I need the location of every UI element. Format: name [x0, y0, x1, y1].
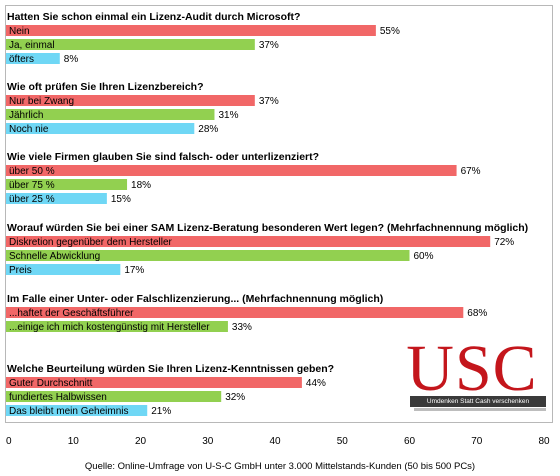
question-title: Wie viele Firmen glauben Sie sind falsch…: [7, 151, 319, 163]
logo-shadow: [414, 408, 546, 411]
value-label: 72%: [494, 237, 514, 248]
bar-label: über 25 %: [9, 194, 55, 205]
logo-tagline: Umdenken Statt Cash verschenken: [426, 398, 530, 405]
value-label: 44%: [306, 378, 326, 389]
bar-label: Nur bei Zwang: [9, 96, 74, 107]
bar-label: über 50 %: [9, 166, 55, 177]
value-label: 60%: [414, 251, 434, 262]
bar-label: Ja, einmal: [9, 40, 55, 51]
question-title: Im Falle einer Unter- oder Falschlizenzi…: [7, 293, 383, 305]
x-tick-label: 60: [404, 436, 416, 447]
value-label: 32%: [225, 392, 245, 403]
x-tick-label: 30: [202, 436, 214, 447]
value-label: 21%: [151, 406, 171, 417]
bar-label: Guter Durchschnitt: [9, 378, 93, 389]
x-tick-label: 40: [269, 436, 281, 447]
bar: [6, 264, 121, 275]
value-label: 55%: [380, 26, 400, 37]
question-title: Worauf würden Sie bei einer SAM Lizenz-B…: [7, 222, 528, 234]
bar-label: über 75 %: [9, 180, 55, 191]
bar: [6, 95, 255, 106]
bar-label: Das bleibt mein Geheimnis: [9, 406, 129, 417]
value-label: 18%: [131, 180, 151, 191]
value-label: 37%: [259, 40, 279, 51]
chart-frame: [5, 5, 553, 423]
bar-label: Nein: [9, 26, 30, 37]
value-label: 68%: [467, 308, 487, 319]
value-label: 17%: [124, 265, 144, 276]
bar: [6, 307, 464, 318]
bar-label: ...einige ich mich kostengünstig mit Her…: [9, 322, 210, 333]
x-tick-label: 0: [6, 436, 12, 447]
value-label: 31%: [218, 110, 238, 121]
bar: [6, 405, 148, 416]
value-label: 8%: [64, 54, 79, 65]
bar-label: ...haftet der Geschäftsführer: [9, 308, 134, 319]
x-tick-label: 70: [471, 436, 483, 447]
bar-label: Preis: [9, 265, 32, 276]
x-tick-label: 80: [538, 436, 550, 447]
bar: [6, 123, 195, 134]
bar: [6, 377, 302, 388]
bar: [6, 391, 222, 402]
value-label: 37%: [259, 96, 279, 107]
logo-bar: [410, 396, 546, 407]
bar: [6, 193, 107, 204]
bar: [6, 39, 255, 50]
bar-label: öfters: [9, 54, 34, 65]
x-tick-label: 10: [68, 436, 80, 447]
bar-label: Jährlich: [9, 110, 43, 121]
bar: [6, 250, 410, 261]
bar-label: Diskretion gegenüber dem Hersteller: [9, 237, 173, 248]
value-label: 28%: [198, 124, 218, 135]
value-label: 15%: [111, 194, 131, 205]
bar: [6, 179, 128, 190]
x-tick-label: 20: [135, 436, 147, 447]
usc-logo: USC Umdenken Statt Cash verschenken: [396, 336, 548, 414]
question-title: Wie oft prüfen Sie Ihren Lizenzbereich?: [7, 81, 204, 93]
value-label: 67%: [461, 166, 481, 177]
bar-label: Schnelle Abwicklung: [9, 251, 100, 262]
bar-label: Noch nie: [9, 124, 49, 135]
question-title: Hatten Sie schon einmal ein Lizenz-Audit…: [7, 11, 300, 23]
source-note: Quelle: Online-Umfrage von U-S-C GmbH un…: [84, 461, 476, 472]
bar: [6, 53, 60, 64]
bar-label: fundiertes Halbwissen: [9, 392, 107, 403]
logo-letters: USC: [406, 332, 538, 405]
bar: [6, 25, 376, 36]
bar: [6, 236, 491, 247]
bar: [6, 165, 457, 176]
value-label: 33%: [232, 322, 252, 333]
question-title: Welche Beurteilung würden Sie Ihren Lize…: [7, 363, 334, 375]
bar: [6, 109, 215, 120]
x-tick-label: 50: [337, 436, 349, 447]
bar: [6, 321, 228, 332]
